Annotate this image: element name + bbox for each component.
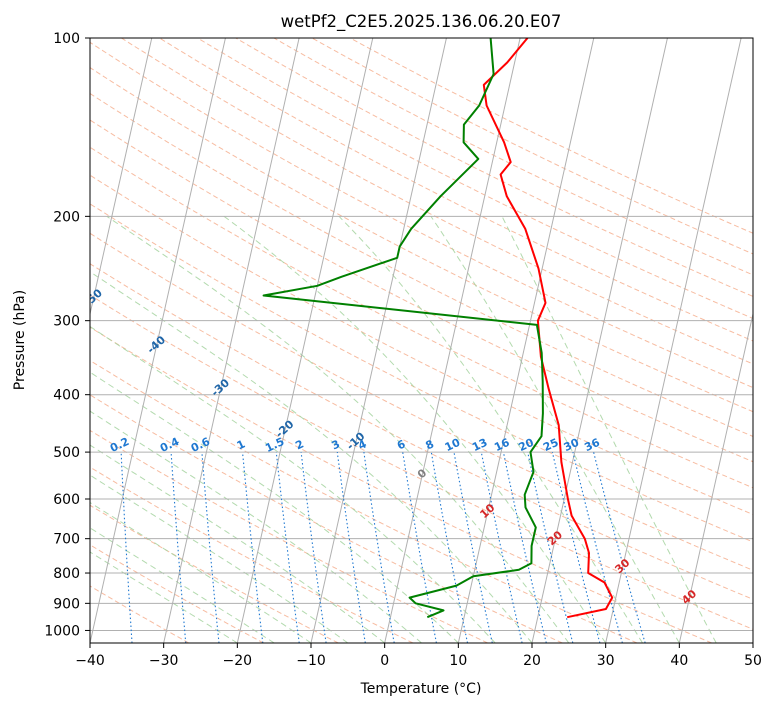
- y-tick-label: 700: [53, 532, 80, 548]
- mixing-ratio-line: [201, 452, 220, 643]
- mixing-ratio-line: [241, 452, 264, 643]
- mixing-ratio-label: 30: [562, 436, 582, 454]
- isotherm: [457, 38, 595, 643]
- background-grid: [90, 38, 753, 643]
- moist-adiabat: [90, 474, 349, 643]
- x-tick-label: 20: [523, 653, 541, 669]
- dry-adiabat: [349, 38, 753, 234]
- dry-adiabat: [90, 119, 753, 463]
- y-tick-label: 800: [53, 566, 80, 582]
- mixing-ratio-line: [300, 452, 327, 643]
- x-tick-label: 30: [597, 653, 615, 669]
- dry-adiabat: [235, 38, 753, 297]
- mixing-ratio-line: [336, 452, 366, 643]
- mixing-ratio-line: [275, 452, 300, 643]
- isotherm: [384, 38, 521, 643]
- dry-adiabat: [90, 294, 753, 630]
- y-tick-label: 600: [53, 492, 80, 508]
- moist-adiabat: [90, 325, 496, 643]
- mixing-ratio-label: 13: [470, 436, 489, 454]
- dry-adiabat: [90, 92, 753, 437]
- x-tick-label: −40: [75, 653, 105, 669]
- moist-adiabat: [106, 215, 570, 643]
- mixing-ratio-line: [453, 452, 493, 643]
- mixing-ratio-line: [572, 451, 623, 643]
- x-tick-label: 50: [744, 653, 762, 669]
- profile-series: [262, 38, 614, 619]
- dry-adiabat: [90, 232, 753, 571]
- y-axis-title: Pressure (hPa): [12, 290, 28, 390]
- x-tick-label: −10: [296, 653, 326, 669]
- dry-adiabat: [90, 429, 488, 643]
- dry-adiabat: [90, 41, 753, 389]
- isotherm: [90, 38, 226, 643]
- isotherm: [236, 38, 374, 643]
- x-tick-label: 40: [670, 653, 688, 669]
- dry-adiabat: [197, 38, 753, 319]
- mixing-ratio-line: [170, 452, 187, 643]
- x-tick-label: 0: [380, 653, 389, 669]
- y-tick-label: 400: [53, 388, 80, 404]
- mixing-ratio-line: [430, 452, 469, 643]
- mixing-ratio-label: 16: [492, 436, 512, 454]
- y-tick-label: 200: [53, 209, 80, 225]
- moist-adiabat: [90, 410, 422, 643]
- x-tick-label: −30: [149, 653, 179, 669]
- moist-adiabat: [430, 216, 680, 643]
- dry-adiabat: [159, 38, 753, 342]
- mixing-ratio-line: [527, 451, 574, 643]
- mixing-ratio-line: [480, 451, 523, 643]
- isotherm: [310, 38, 447, 643]
- dry-adiabat: [90, 394, 563, 643]
- isotherm: [531, 38, 668, 643]
- y-tick-label: 500: [53, 445, 80, 461]
- moist-adiabat: [501, 216, 717, 643]
- mixing-ratio-line: [593, 451, 646, 643]
- dry-adiabat: [90, 67, 753, 413]
- chart-title: wetPf2_C2E5.2025.136.06.20.E07: [281, 12, 562, 32]
- isotherm: [605, 38, 742, 643]
- mixing-ratio-label: 10: [443, 436, 463, 454]
- x-tick-label: 10: [449, 653, 467, 669]
- mixing-ratio-line: [551, 451, 601, 643]
- x-axis-title: Temperature (°C): [360, 681, 482, 697]
- dry-adiabat: [90, 466, 414, 643]
- dry-adiabat: [90, 504, 339, 643]
- mixing-ratio-label: 36: [582, 436, 602, 454]
- dry-adiabat: [121, 38, 753, 365]
- y-tick-label: 100: [53, 31, 80, 47]
- moist-adiabat: [90, 271, 533, 643]
- isotherm: [678, 311, 753, 643]
- y-tick-label: 900: [53, 596, 80, 612]
- moist-adiabat: [223, 215, 607, 643]
- x-tick-label: −20: [223, 653, 253, 669]
- y-tick-label: 1000: [44, 623, 80, 639]
- moist-adiabat: [90, 371, 459, 643]
- dewpoint-profile-line: [262, 38, 544, 619]
- axis-ticks: −40 −30 −20 −10 0 10 20 30 40 50 100 200 300 400 500 60…: [44, 31, 762, 669]
- y-tick-label: 300: [53, 314, 80, 330]
- isotherm: [90, 38, 153, 317]
- isotherm: [163, 38, 300, 643]
- mixing-ratio-label: 25: [541, 436, 560, 454]
- moist-adiabat: [90, 551, 238, 643]
- moist-adiabat: [338, 215, 643, 643]
- plot-frame: [89, 37, 754, 644]
- moist-adiabat: [90, 444, 386, 643]
